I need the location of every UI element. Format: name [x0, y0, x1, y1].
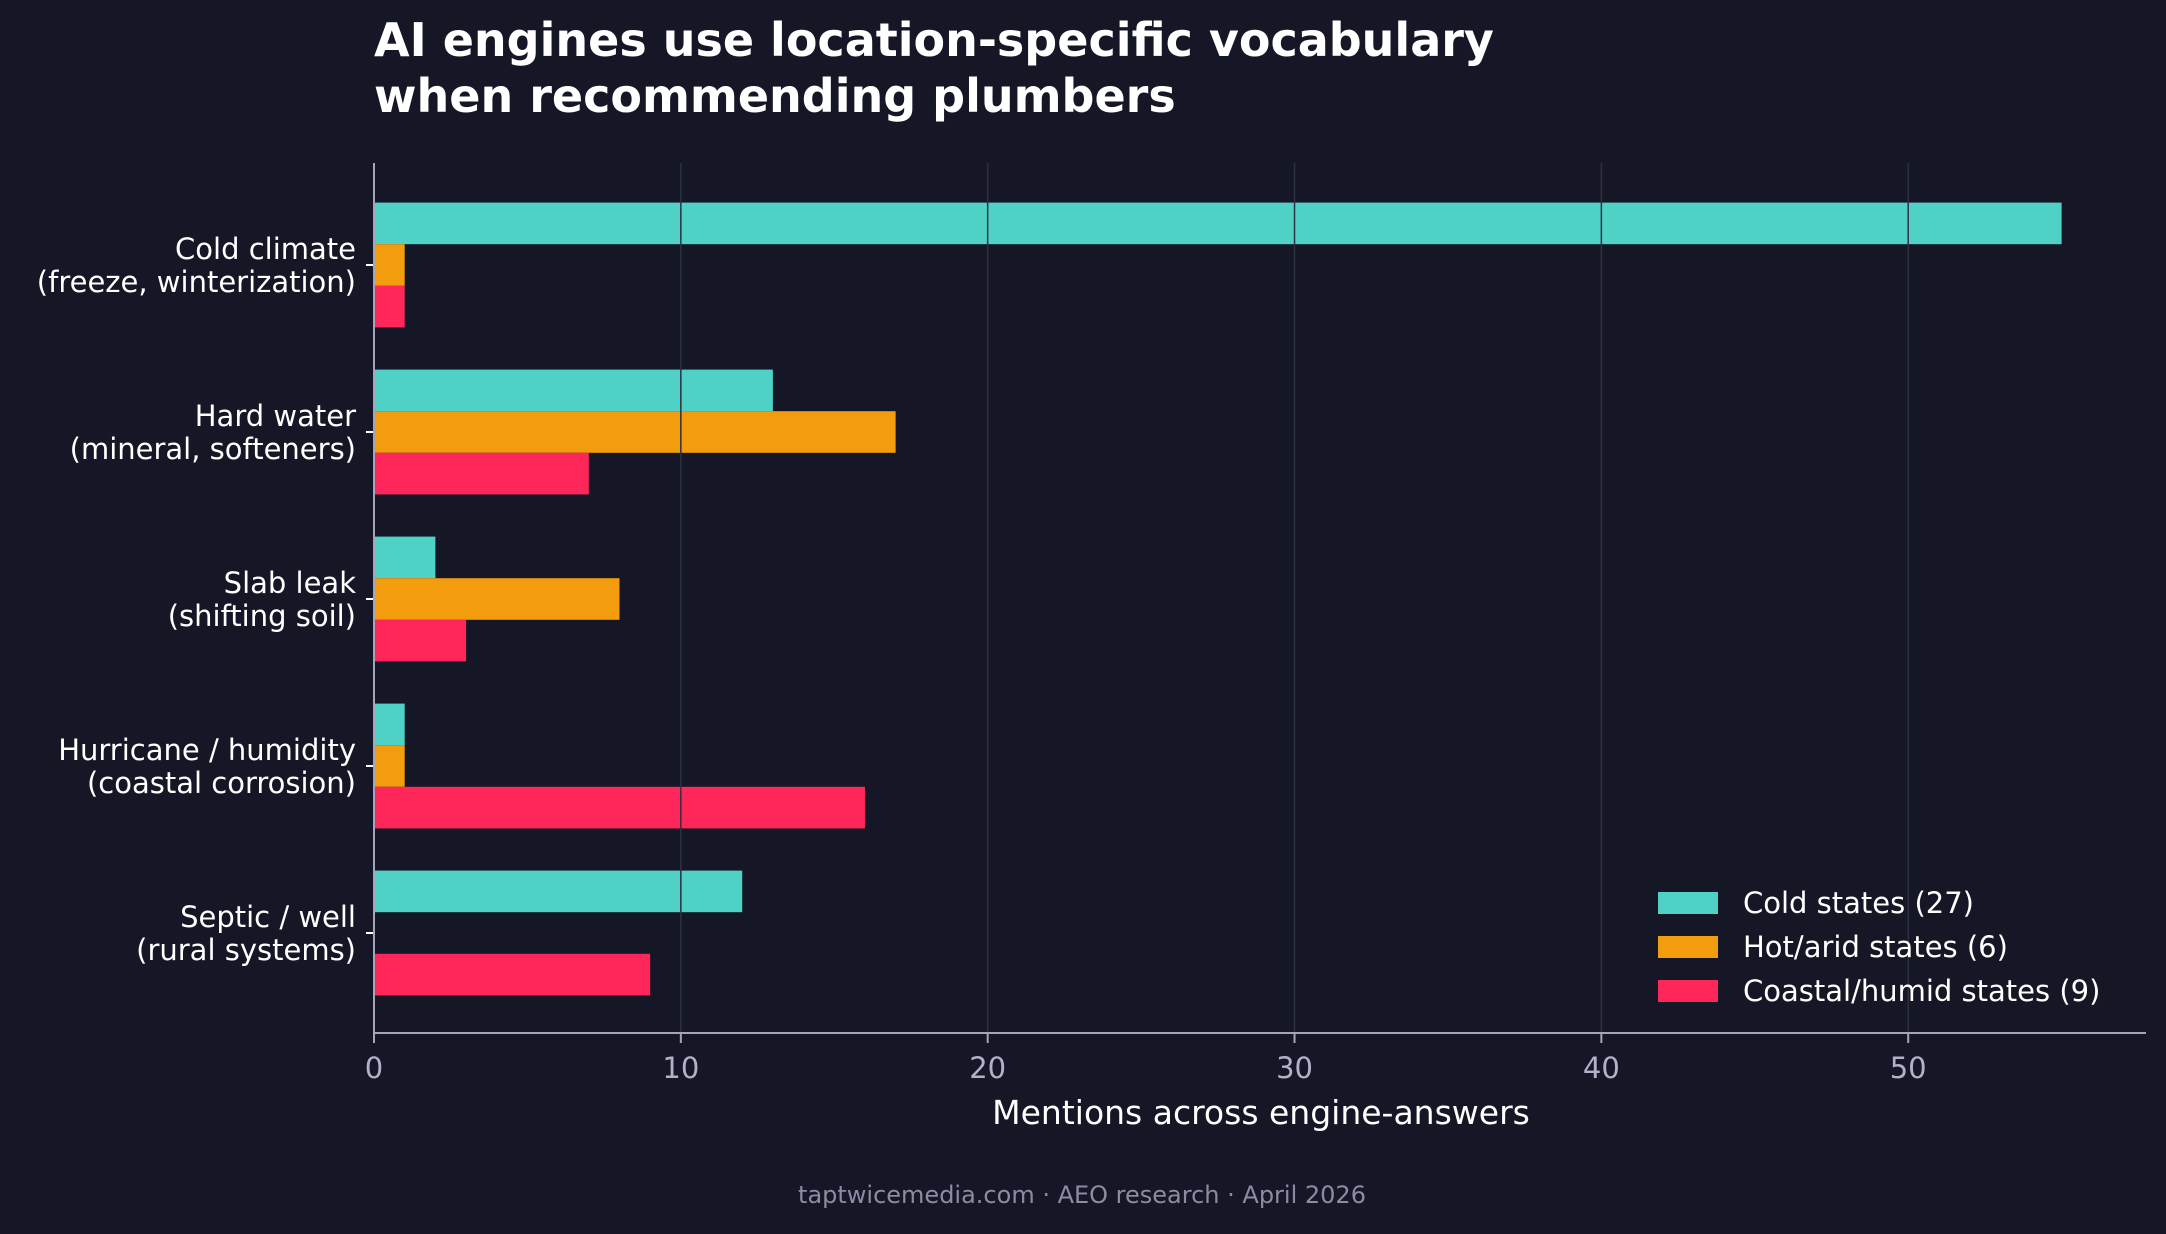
bar — [374, 745, 405, 787]
x-tick-label: 50 — [1890, 1051, 1927, 1085]
legend-swatch — [1658, 892, 1718, 914]
bar — [374, 285, 405, 328]
bars — [374, 202, 2062, 996]
x-tick-label: 40 — [1583, 1051, 1620, 1085]
legend-label: Cold states (27) — [1743, 886, 1974, 920]
legend: Cold states (27) Hot/arid states (6) Coast… — [1658, 886, 2100, 1008]
bar — [374, 452, 589, 495]
bar — [374, 244, 405, 286]
chart-title-line-1: AI engines use location-specific vocabul… — [374, 13, 1494, 67]
legend-swatch — [1658, 980, 1718, 1002]
chart-title: AI engines use location-specific vocabul… — [374, 13, 1494, 123]
gridlines-overlay — [680, 163, 1909, 1033]
y-tick-label: Slab leak — [224, 566, 357, 600]
footer-credit: taptwicemedia.com · AEO research · April… — [798, 1181, 1366, 1209]
x-axis-label: Mentions across engine-answers — [992, 1093, 1530, 1132]
x-tick-label: 0 — [365, 1051, 383, 1085]
bar — [374, 786, 865, 829]
y-tick-label: Septic / well — [180, 900, 356, 934]
legend-swatch — [1658, 936, 1718, 958]
y-tick-label: Hurricane / humidity — [58, 733, 356, 767]
y-tick-label: Cold climate — [175, 232, 356, 266]
bar — [374, 411, 896, 453]
chart-title-line-2: when recommending plumbers — [374, 69, 1176, 123]
bar — [374, 619, 467, 662]
y-tick-label: (shifting soil) — [168, 599, 356, 633]
legend-label: Hot/arid states (6) — [1743, 930, 2008, 964]
legend-label: Coastal/humid states (9) — [1743, 974, 2100, 1008]
y-tick-label: (rural systems) — [136, 933, 356, 967]
bar — [374, 703, 405, 746]
y-tick-label: (coastal corrosion) — [87, 766, 356, 800]
x-tick-label: 20 — [969, 1051, 1006, 1085]
bar — [374, 202, 2062, 245]
y-tick-label: Hard water — [195, 399, 356, 433]
x-tick-label: 10 — [662, 1051, 699, 1085]
bar — [374, 870, 743, 913]
bar — [374, 536, 436, 579]
axes: 0 10 20 30 40 50 Cold climate(freeze, winteriz… — [37, 163, 2146, 1085]
bar — [374, 578, 620, 620]
y-tick-label: (mineral, softeners) — [70, 432, 356, 466]
y-tick-label: (freeze, winterization) — [37, 265, 356, 299]
bar — [374, 369, 773, 412]
bar — [374, 953, 651, 996]
x-tick-label: 30 — [1276, 1051, 1313, 1085]
